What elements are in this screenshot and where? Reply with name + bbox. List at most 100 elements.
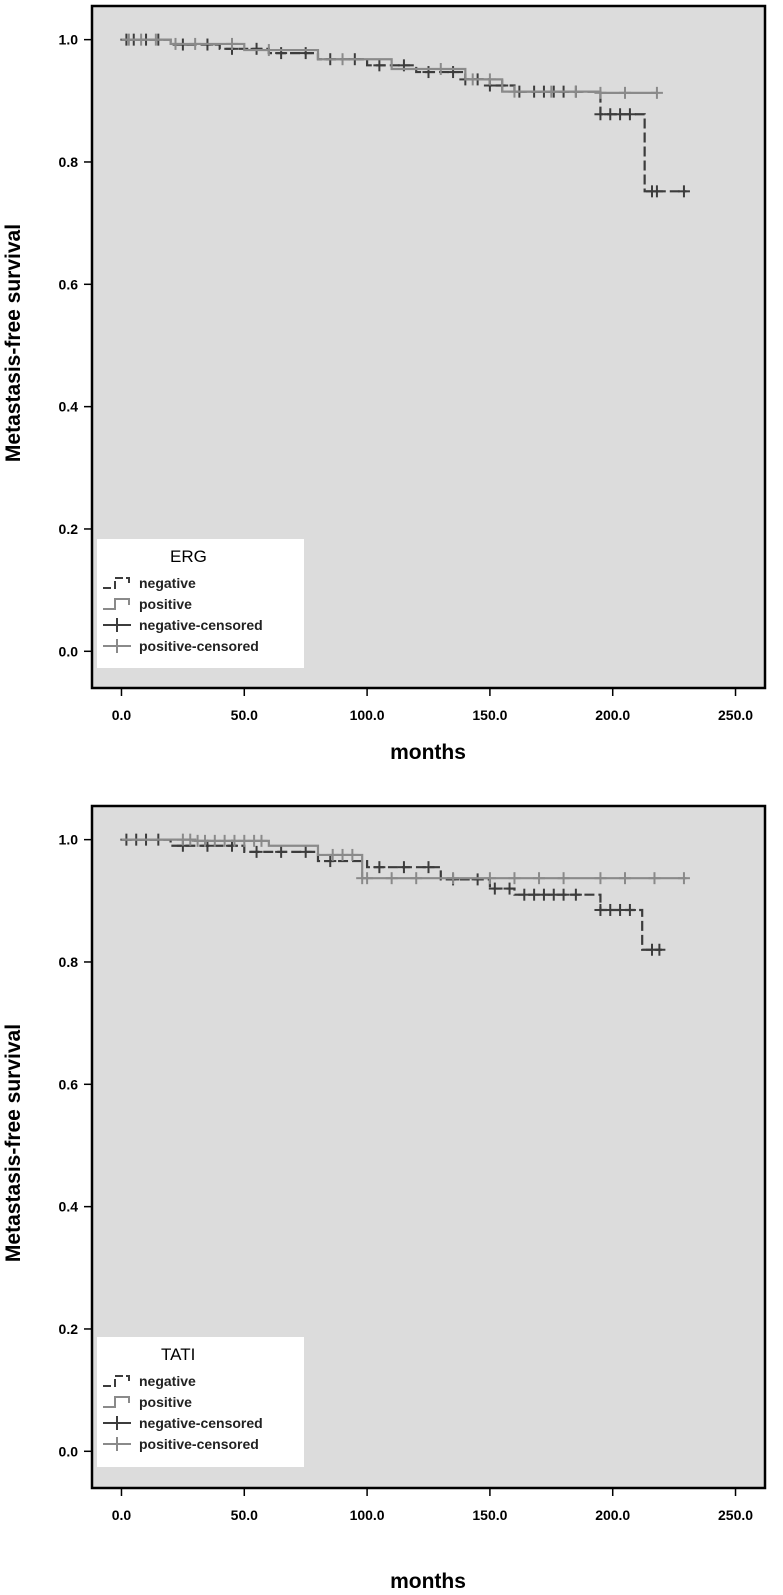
legend-item-negative: negative xyxy=(103,575,196,591)
legend-swatch xyxy=(103,1416,131,1430)
x-tick-label: 150.0 xyxy=(472,1507,507,1523)
y-axis-ticks: 0.0 0.2 0.4 0.6 0.8 1.0 xyxy=(59,32,92,659)
y-tick-label: 0.2 xyxy=(59,521,79,537)
y-tick-label: 0.0 xyxy=(59,1443,79,1459)
censor-mark-negative xyxy=(557,888,570,901)
y-axis-title: Metastasis-free survival xyxy=(2,224,25,462)
censor-mark-positive xyxy=(385,872,398,885)
x-axis-ticks: 0.0 50.0 100.0 150.0 200.0 250.0 xyxy=(112,1488,753,1523)
y-axis-title: Metastasis-free survival xyxy=(2,1024,25,1262)
censor-mark-positive xyxy=(650,86,663,99)
x-tick-label: 0.0 xyxy=(112,1507,132,1523)
censor-mark-positive xyxy=(149,33,162,46)
x-tick-label: 50.0 xyxy=(231,1507,258,1523)
legend-item-positive-censored: positive-censored xyxy=(103,1436,259,1452)
legend-items: negative positive negative-censored positiv… xyxy=(103,575,263,654)
legend-item-positive: positive xyxy=(103,1394,192,1410)
censor-mark-positive xyxy=(483,73,496,86)
legend-swatch xyxy=(103,639,131,653)
censor-mark-positive xyxy=(169,37,182,50)
legend-swatch xyxy=(103,1375,130,1387)
x-tick-label: 0.0 xyxy=(112,707,132,723)
censor-mark-negative xyxy=(653,943,666,956)
x-axis-title: months xyxy=(390,741,466,764)
legend-swatch xyxy=(103,577,130,589)
x-tick-label: 200.0 xyxy=(595,1507,630,1523)
legend: ERG negative positive negative-censored pos… xyxy=(97,539,304,668)
censor-mark-negative xyxy=(275,845,288,858)
censor-mark-positive xyxy=(508,872,521,885)
legend-item-negative: negative xyxy=(103,1373,196,1389)
legend-label: positive-censored xyxy=(139,638,259,654)
censor-mark-positive xyxy=(677,872,690,885)
y-tick-label: 0.0 xyxy=(59,643,79,659)
legend-label: negative xyxy=(139,575,196,591)
censor-mark-negative xyxy=(503,882,516,895)
legend-title: TATI xyxy=(161,1345,195,1364)
censor-mark-positive xyxy=(255,834,268,847)
censor-mark-positive xyxy=(434,63,447,76)
censor-mark-positive xyxy=(618,86,631,99)
y-tick-label: 0.6 xyxy=(59,1076,79,1092)
censor-mark-positive xyxy=(594,86,607,99)
censor-mark-positive xyxy=(447,872,460,885)
x-axis-ticks: 0.0 50.0 100.0 150.0 200.0 250.0 xyxy=(112,688,753,723)
series-layer xyxy=(120,833,690,956)
legend-items: negative positive negative-censored positiv… xyxy=(103,1373,263,1452)
legend-item-positive: positive xyxy=(103,596,192,612)
x-tick-label: 150.0 xyxy=(472,707,507,723)
legend-label: negative-censored xyxy=(139,617,263,633)
censor-mark-positive xyxy=(557,872,570,885)
censor-mark-negative xyxy=(373,59,386,72)
censor-mark-positive xyxy=(184,833,197,846)
censor-mark-positive xyxy=(483,872,496,885)
censor-mark-negative xyxy=(250,42,263,55)
censor-mark-positive xyxy=(262,44,275,57)
legend-swatch xyxy=(103,1396,130,1408)
legend-swatch xyxy=(103,598,130,610)
legend-label: positive xyxy=(139,596,192,612)
x-tick-label: 100.0 xyxy=(350,1507,385,1523)
x-tick-label: 100.0 xyxy=(350,707,385,723)
censor-mark-negative xyxy=(422,861,435,874)
censor-mark-positive xyxy=(648,872,661,885)
censor-mark-positive xyxy=(122,33,135,46)
censor-mark-negative xyxy=(397,861,410,874)
censor-mark-positive xyxy=(336,53,349,66)
legend-label: positive xyxy=(139,1394,192,1410)
legend-label: negative-censored xyxy=(139,1415,263,1431)
censor-mark-positive xyxy=(569,85,582,98)
y-tick-label: 0.2 xyxy=(59,1321,79,1337)
censor-mark-positive xyxy=(346,848,359,861)
legend: TATI negative positive negative-censored po… xyxy=(97,1337,304,1467)
censor-mark-positive xyxy=(189,37,202,50)
censor-mark-positive xyxy=(410,872,423,885)
censor-mark-positive xyxy=(618,872,631,885)
y-tick-label: 0.8 xyxy=(59,954,79,970)
y-tick-label: 0.4 xyxy=(59,1199,79,1215)
legend-title: ERG xyxy=(170,547,207,566)
x-axis-title: months xyxy=(390,1570,466,1593)
y-tick-label: 1.0 xyxy=(59,32,79,48)
censor-mark-negative xyxy=(569,888,582,901)
legend-box xyxy=(97,1337,304,1467)
censor-mark-negative xyxy=(471,873,484,886)
chart-erg: 0.0 50.0 100.0 150.0 200.0 250.0 0.0 0.2 0.4 0.6… xyxy=(2,4,767,764)
x-tick-label: 200.0 xyxy=(595,707,630,723)
legend-swatch xyxy=(103,1437,131,1451)
series-positive xyxy=(121,833,690,885)
series-positive xyxy=(121,33,663,99)
censor-mark-positive xyxy=(135,33,148,46)
y-tick-label: 0.8 xyxy=(59,154,79,170)
censor-mark-positive xyxy=(533,872,546,885)
legend-item-negative-censored: negative-censored xyxy=(103,1415,263,1431)
censor-mark-positive xyxy=(466,73,479,86)
y-tick-label: 1.0 xyxy=(59,832,79,848)
legend-item-negative-censored: negative-censored xyxy=(103,617,263,633)
censor-mark-negative xyxy=(373,861,386,874)
series-layer xyxy=(120,33,690,198)
x-tick-label: 250.0 xyxy=(718,707,753,723)
x-tick-label: 250.0 xyxy=(718,1507,753,1523)
x-tick-label: 50.0 xyxy=(231,707,258,723)
censor-mark-positive xyxy=(226,37,239,50)
